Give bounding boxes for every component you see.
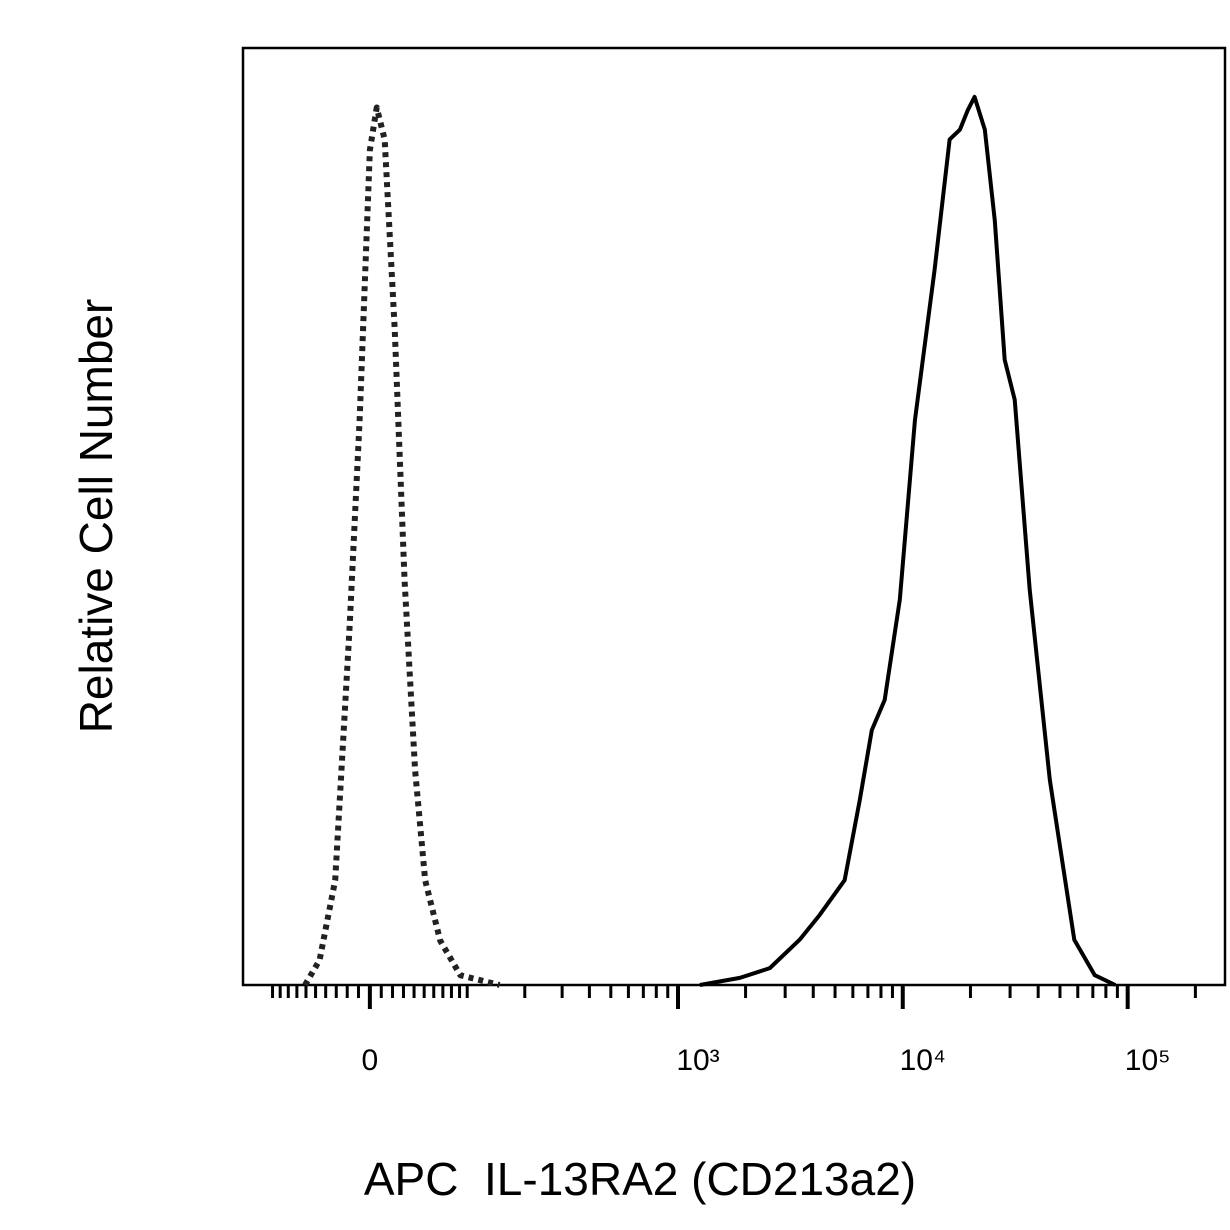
histogram-line — [302, 104, 501, 988]
x-tick-label: 10⁵ — [1125, 1044, 1171, 1077]
histogram-line — [699, 94, 1117, 987]
x-tick-label: 10⁴ — [900, 1044, 946, 1077]
plot-frame — [241, 46, 1227, 987]
x-tick-label: 0 — [362, 1044, 379, 1077]
x-axis-title: APC IL-13RA2 (CD213a2) — [364, 1153, 916, 1205]
x-tick-label: 10³ — [676, 1044, 719, 1077]
y-axis-title: Relative Cell Number — [70, 299, 122, 734]
